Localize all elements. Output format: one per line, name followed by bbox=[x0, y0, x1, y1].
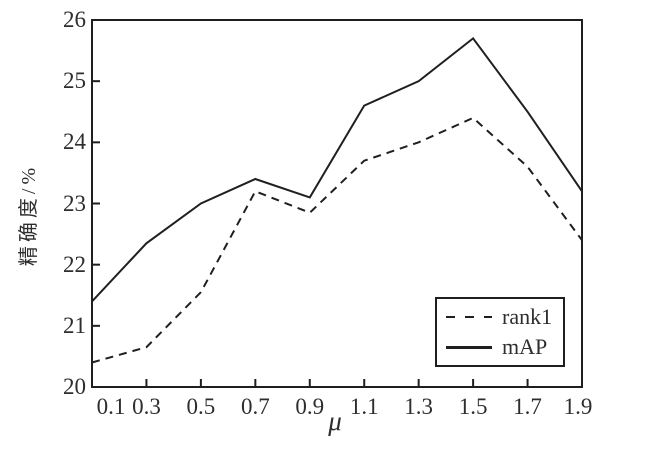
y-tick-label: 25 bbox=[63, 68, 86, 94]
y-tick-label: 21 bbox=[63, 312, 86, 338]
x-tick-label: 0.3 bbox=[132, 394, 161, 419]
x-tick-label: 0.1 bbox=[96, 394, 126, 419]
y-tick-label: 22 bbox=[63, 251, 86, 277]
series-map-line bbox=[91, 36, 583, 303]
x-tick-label: 0.5 bbox=[186, 394, 216, 419]
x-tick-label: 1.5 bbox=[458, 394, 488, 419]
x-tick-label: 0.7 bbox=[240, 394, 270, 419]
x-axis-title: μ bbox=[328, 406, 342, 436]
y-tick-label: 24 bbox=[63, 129, 86, 155]
legend-entry-map: mAP bbox=[437, 335, 563, 359]
y-tick-label: 26 bbox=[63, 7, 86, 32]
solid-line-sample-icon bbox=[446, 345, 492, 349]
x-tick-label: 0.9 bbox=[295, 394, 325, 419]
legend-entry-rank1: rank1 bbox=[437, 305, 563, 329]
legend: rank1 mAP bbox=[435, 297, 565, 367]
series-rank1-line bbox=[91, 116, 583, 364]
x-tick-label: 1.7 bbox=[513, 394, 542, 419]
y-tick-label: 20 bbox=[63, 374, 86, 399]
dashed-line-sample-icon bbox=[446, 316, 492, 318]
x-tick-label: 1.3 bbox=[404, 394, 434, 419]
legend-label-map: mAP bbox=[502, 334, 548, 359]
y-axis-title: 精确度/% bbox=[18, 163, 40, 267]
x-tick-label: 1.1 bbox=[349, 394, 379, 419]
y-tick-label: 23 bbox=[63, 190, 86, 216]
legend-label-rank1: rank1 bbox=[502, 304, 553, 329]
x-tick-label: 1.9 bbox=[563, 394, 593, 419]
